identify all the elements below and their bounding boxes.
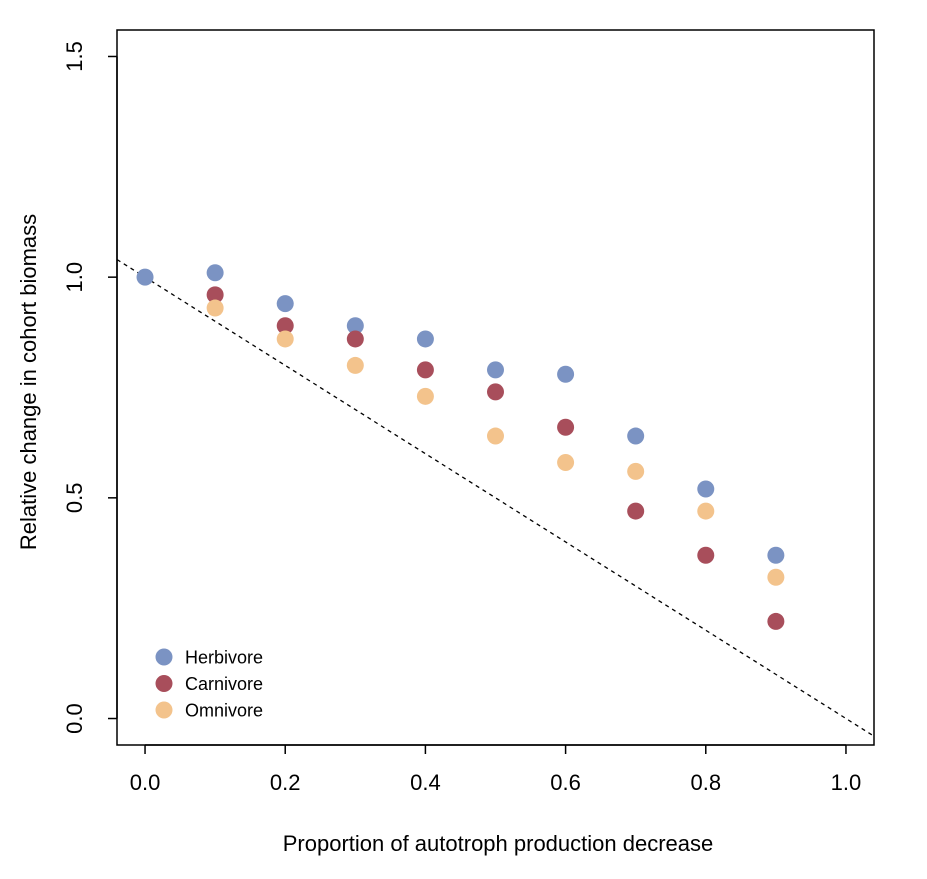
legend-marker-carnivore [155, 675, 173, 692]
carnivore-point [767, 612, 785, 630]
omnivore-point [416, 387, 434, 405]
herbivore-point [697, 480, 715, 498]
legend: Herbivore Carnivore Omnivore [155, 648, 263, 721]
series-carnivore [206, 286, 785, 630]
x-tick-label: 1.0 [831, 770, 862, 795]
legend-label-omnivore: Omnivore [185, 701, 263, 721]
x-axis: 0.0 0.2 0.4 0.6 0.8 1.0 [130, 744, 862, 795]
y-tick-label: 1.0 [62, 262, 87, 293]
omnivore-point [627, 462, 645, 480]
legend-label-carnivore: Carnivore [185, 674, 263, 694]
carnivore-point [416, 361, 434, 379]
omnivore-point [487, 427, 504, 445]
herbivore-point [557, 365, 575, 383]
legend-label-herbivore: Herbivore [185, 648, 263, 668]
x-tick-label: 0.2 [270, 770, 301, 795]
herbivore-point [136, 268, 154, 286]
series-herbivore [136, 264, 785, 564]
omnivore-point [276, 330, 294, 348]
x-tick-label: 0.6 [550, 770, 581, 795]
omnivore-point [206, 299, 224, 317]
carnivore-point [697, 546, 715, 564]
carnivore-point [487, 383, 504, 401]
herbivore-point [206, 264, 224, 282]
y-tick-label: 0.0 [62, 703, 87, 734]
carnivore-point [557, 418, 575, 436]
x-tick-label: 0.4 [410, 770, 441, 795]
omnivore-point [697, 502, 715, 520]
legend-marker-omnivore [155, 701, 173, 719]
data-points-layer [136, 264, 785, 630]
herbivore-point [487, 361, 504, 379]
y-axis-title: Relative change in cohort biomass [16, 214, 41, 550]
carnivore-point [276, 317, 294, 335]
omnivore-point [346, 356, 364, 374]
x-axis-title: Proportion of autotroph production decre… [283, 831, 714, 856]
herbivore-point [416, 330, 434, 348]
reference-line-layer [116, 258, 875, 737]
carnivore-point [627, 502, 645, 520]
herbivore-point [767, 546, 785, 564]
series-omnivore [206, 299, 785, 586]
carnivore-point [206, 286, 224, 304]
carnivore-point [346, 330, 364, 348]
herbivore-point [627, 427, 645, 445]
herbivore-point [346, 317, 364, 335]
y-axis: 0.0 0.5 1.0 1.5 [62, 41, 118, 734]
omnivore-point [767, 568, 785, 586]
y-tick-label: 1.5 [62, 41, 87, 72]
x-tick-label: 0.8 [690, 770, 721, 795]
x-tick-label: 0.0 [130, 770, 161, 795]
reference-line [116, 258, 875, 737]
legend-marker-herbivore [155, 648, 173, 666]
herbivore-point [276, 295, 294, 313]
omnivore-point [557, 454, 575, 472]
y-tick-label: 0.5 [62, 483, 87, 514]
